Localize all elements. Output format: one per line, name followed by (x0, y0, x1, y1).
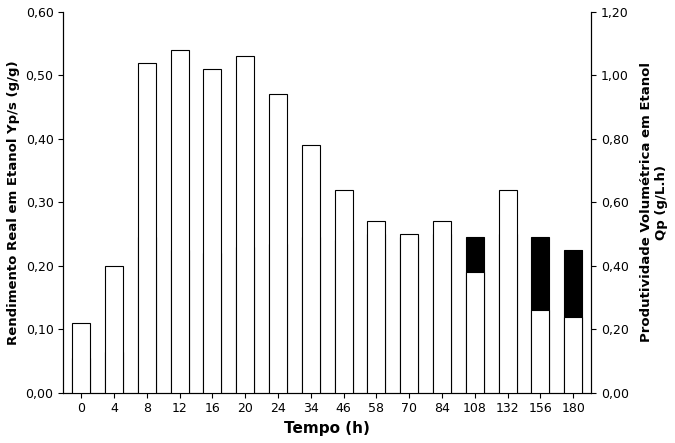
Bar (499, 234, 516, 393)
Bar (171, 250, 189, 393)
Bar (367, 222, 385, 393)
Bar (269, 94, 287, 393)
Bar (72, 358, 90, 393)
Bar (433, 222, 451, 393)
Bar (171, 50, 189, 393)
Bar (236, 247, 254, 393)
Bar (203, 253, 221, 393)
Bar (564, 250, 583, 393)
Bar (367, 234, 385, 393)
Bar (203, 69, 221, 393)
Bar (269, 244, 287, 393)
Bar (531, 237, 549, 393)
Bar (105, 352, 123, 393)
Bar (335, 241, 352, 393)
Bar (400, 237, 418, 393)
Bar (564, 317, 583, 393)
Bar (531, 310, 549, 393)
Bar (335, 190, 352, 393)
Bar (302, 237, 320, 393)
Bar (400, 234, 418, 393)
Bar (236, 56, 254, 393)
Y-axis label: Produtividade Volumétrica em Etanol
Qp (g/L.h): Produtividade Volumétrica em Etanol Qp (… (640, 62, 668, 342)
Bar (499, 190, 516, 393)
Bar (138, 63, 156, 393)
Y-axis label: Rendimento Real em Etanol Yp/s (g/g): Rendimento Real em Etanol Yp/s (g/g) (7, 60, 20, 345)
Bar (72, 323, 90, 393)
Bar (302, 145, 320, 393)
Bar (433, 234, 451, 393)
X-axis label: Tempo (h): Tempo (h) (284, 421, 370, 436)
Bar (466, 272, 484, 393)
Bar (138, 237, 156, 393)
Bar (466, 237, 484, 393)
Bar (105, 266, 123, 393)
